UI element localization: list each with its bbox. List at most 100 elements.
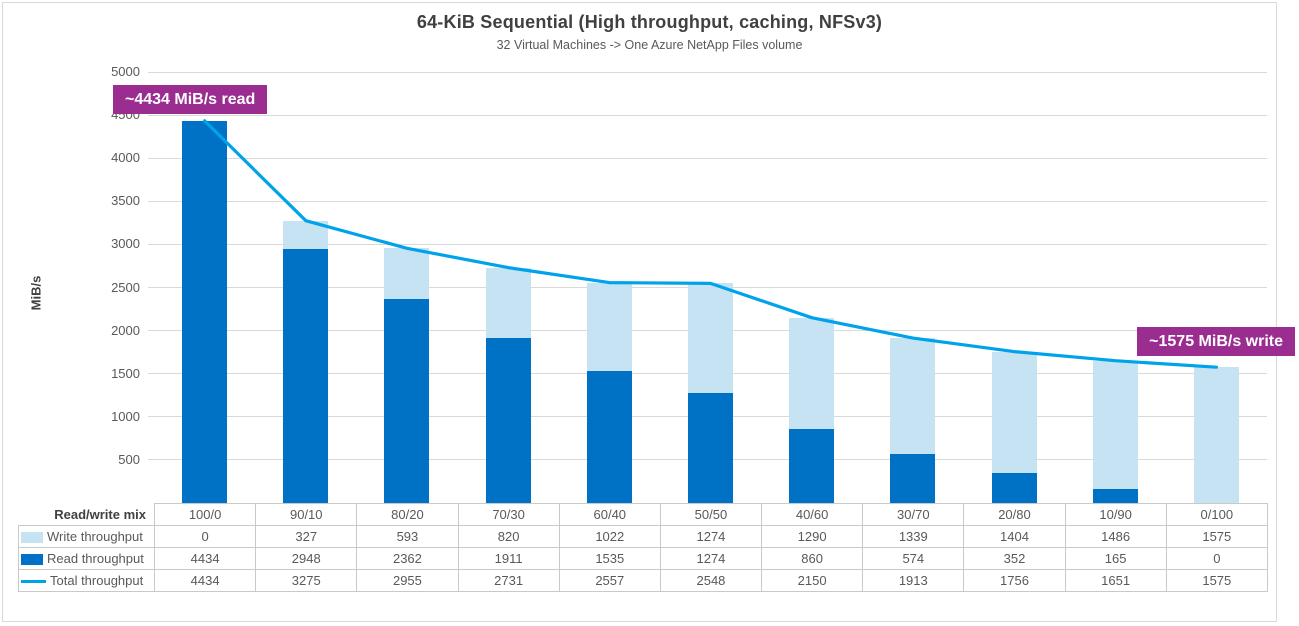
- gridline: [148, 200, 1267, 202]
- bar-90/10-read: [283, 248, 329, 503]
- data-table: Read/write mix 100/0 90/10 80/20 70/30 60/40 5…: [18, 503, 1268, 592]
- table-cell: 1913: [862, 569, 965, 592]
- table-cell: 1756: [963, 569, 1066, 592]
- bar-60/40-write: [586, 282, 632, 371]
- y-tick-label: 2000: [111, 322, 140, 338]
- table-cell: 574: [862, 547, 965, 570]
- table-cell: 1339: [862, 525, 965, 548]
- table-cell: 1274: [659, 525, 763, 548]
- table-header-cell: 20/80: [963, 503, 1066, 526]
- table-header-row: Read/write mix 100/0 90/10 80/20 70/30 60/40 5…: [19, 503, 1268, 526]
- bar-70/30-read: [485, 338, 531, 503]
- y-tick-label: 3000: [111, 236, 140, 252]
- write-throughput-swatch-icon: [21, 532, 43, 544]
- table-cell: 327: [255, 525, 358, 548]
- y-tick-label: 4000: [111, 150, 140, 166]
- total-throughput-line-layer: [202, 119, 1219, 369]
- table-cell: 352: [963, 547, 1066, 570]
- table-cell: 1575: [1165, 525, 1268, 548]
- table-cell: 1022: [558, 525, 661, 548]
- bar-60/40-read: [586, 370, 632, 503]
- legend-cell: Read throughput: [18, 547, 155, 570]
- gridline: [148, 243, 1267, 245]
- read-write-mix-header: Read/write mix: [54, 506, 146, 522]
- table-header-cell: 80/20: [356, 503, 459, 526]
- table-row-read-throughput: Read throughput 4434 2948 2362 1911 1535 1274 8…: [18, 547, 1268, 570]
- table-cell: 2362: [356, 547, 459, 570]
- table-cell: 2548: [659, 569, 763, 592]
- table-cell: 165: [1064, 547, 1167, 570]
- table-cell: 1290: [761, 525, 864, 548]
- table-cell: 3275: [255, 569, 358, 592]
- table-header-cell: 40/60: [761, 503, 864, 526]
- y-tick-label: 5000: [111, 64, 140, 79]
- table-cell: 860: [761, 547, 864, 570]
- table-cell: 1486: [1064, 525, 1167, 548]
- chart-subtitle: 32 Virtual Machines -> One Azure NetApp …: [496, 38, 803, 52]
- y-axis-title: MiB/s: [28, 275, 44, 311]
- legend-cell: Write throughput: [18, 525, 155, 548]
- bar-40/60-read: [789, 428, 835, 503]
- table-header-cell: 50/50: [659, 503, 763, 526]
- bar-70/30-write: [485, 267, 531, 339]
- table-cell: 2557: [558, 569, 661, 592]
- table-cell: 820: [457, 525, 560, 548]
- table-cell: 2948: [255, 547, 358, 570]
- y-tick-label: 3500: [111, 193, 140, 209]
- read-annotation: ~4434 MiB/s read: [113, 85, 268, 114]
- chart-frame: [2, 2, 1277, 622]
- y-tick-label: 1500: [111, 365, 140, 381]
- bar-50/50-read: [688, 393, 733, 503]
- table-cell: 2731: [457, 569, 560, 592]
- bar-80/20-read: [384, 299, 430, 503]
- gridline: [148, 157, 1267, 159]
- legend-cell: Total throughput: [18, 569, 155, 592]
- legend-label: Read throughput: [47, 551, 144, 566]
- y-tick-label: 2500: [111, 279, 140, 295]
- bar-50/50-write: [688, 283, 733, 394]
- legend-label: Write throughput: [47, 529, 143, 544]
- bar-100/0-read: [182, 120, 228, 503]
- table-cell: 2955: [356, 569, 459, 592]
- table-cell: 1404: [963, 525, 1066, 548]
- table-header-cell: 100/0: [153, 503, 257, 526]
- bar-40/60-write: [789, 317, 835, 429]
- table-cell: 1651: [1064, 569, 1167, 592]
- table-header-cell: 70/30: [457, 503, 560, 526]
- table-row-write-throughput: Write throughput 0 327 593 820 1022 1274 1290 13…: [18, 525, 1268, 548]
- table-row-total-throughput: Total throughput 4434 3275 2955 2731 2557 2548…: [18, 569, 1268, 592]
- bar-30/70-write: [890, 338, 936, 454]
- table-header-cell: 90/10: [255, 503, 358, 526]
- table-cell: 4434: [153, 569, 257, 592]
- table-header-cell: 30/70: [862, 503, 965, 526]
- table-cell: 0: [153, 525, 257, 548]
- table-cell: 1575: [1165, 569, 1268, 592]
- table-cell: 4434: [153, 547, 257, 570]
- total-throughput-swatch-icon: [21, 580, 46, 584]
- total-throughput-line: [202, 119, 1219, 369]
- read-throughput-swatch-icon: [21, 554, 43, 566]
- table-cell: 1535: [558, 547, 661, 570]
- bar-20/80-read: [991, 472, 1037, 503]
- bar-80/20-write: [384, 248, 430, 300]
- plot-area: [148, 71, 1267, 503]
- table-cell: 593: [356, 525, 459, 548]
- bar-30/70-read: [890, 453, 936, 503]
- bar-0/100-write: [1193, 367, 1239, 503]
- table-cell: 0: [1165, 547, 1268, 570]
- chart-title: 64-KiB Sequential (High throughput, cach…: [416, 12, 883, 32]
- table-cell: 1911: [457, 547, 560, 570]
- bar-10/90-write: [1092, 360, 1138, 489]
- gridline: [148, 114, 1267, 116]
- write-annotation: ~1575 MiB/s write: [1137, 327, 1295, 356]
- y-tick-label: 500: [118, 451, 140, 467]
- table-cell: 1274: [659, 547, 763, 570]
- table-header-cell: 60/40: [558, 503, 661, 526]
- table-header-cell: 0/100: [1165, 503, 1268, 526]
- bar-10/90-read: [1092, 488, 1138, 503]
- y-tick-label: 1000: [111, 408, 140, 424]
- legend-label: Total throughput: [50, 573, 144, 588]
- table-header-cell: 10/90: [1064, 503, 1167, 526]
- table-cell: 2150: [761, 569, 864, 592]
